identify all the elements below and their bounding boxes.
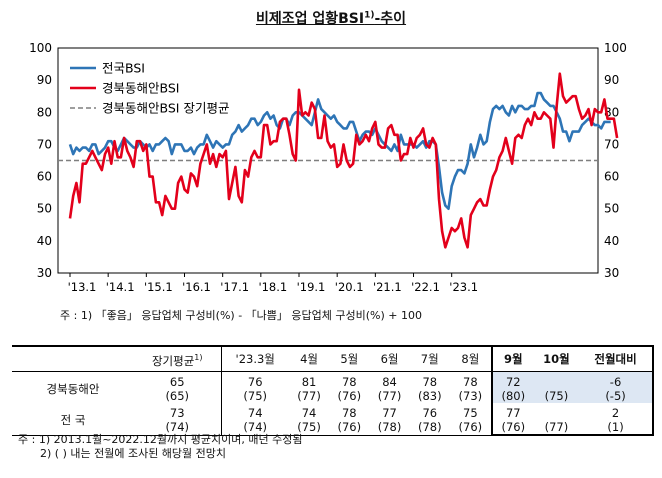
table-cell: 65 (65) bbox=[134, 371, 222, 403]
table-cell: 84 (77) bbox=[377, 375, 402, 403]
header-cell: 5월 bbox=[329, 345, 370, 372]
legend-label: 경북동해안BSI 장기평균 bbox=[102, 101, 229, 116]
x-tick-label: '15.1 bbox=[144, 280, 173, 294]
y-tick-label-right: 100 bbox=[604, 41, 627, 55]
x-tick-label: '23.1 bbox=[449, 280, 478, 294]
table-cell: 74 (74) bbox=[221, 403, 289, 436]
y-tick-label-right: 60 bbox=[604, 170, 619, 184]
y-tick-label-left: 40 bbox=[37, 234, 52, 248]
y-tick-label-left: 90 bbox=[37, 73, 52, 87]
table-cell: 2 (1) bbox=[579, 403, 654, 436]
row-label: 전 국 bbox=[12, 403, 134, 436]
table-cell: 72 (80) bbox=[490, 371, 534, 403]
x-tick-label: '14.1 bbox=[106, 280, 135, 294]
footnote: 2) ( ) 내는 전월에 조사된 해당월 전망치 bbox=[40, 447, 227, 460]
x-tick-label: '18.1 bbox=[258, 280, 287, 294]
table-row: 경북동해안 65 (65) 76 (75) 81 (77) 78 (76) 84 (77)… bbox=[12, 371, 654, 403]
y-tick-label-right: 70 bbox=[604, 137, 619, 151]
header-cell: 장기평균1) bbox=[134, 345, 222, 372]
chart-footnote: 주 : 1) 「좋음」 응답업체 구성비(%) - 「나쁨」 응답업체 구성비(… bbox=[60, 309, 422, 322]
y-tick-label-left: 100 bbox=[29, 41, 52, 55]
table-cell: 75 (76) bbox=[449, 403, 492, 436]
series-gyeongbuk-east-coast-bsi-line bbox=[68, 72, 619, 249]
y-tick-label-left: 60 bbox=[37, 170, 52, 184]
x-tick-label: '17.1 bbox=[220, 280, 249, 294]
table-cell: 77 (78) bbox=[369, 403, 410, 436]
table-cell: 78 (76) bbox=[329, 403, 370, 436]
x-tick-label: '22.1 bbox=[411, 280, 440, 294]
table-cell: -6 (-5) bbox=[579, 371, 654, 403]
bsi-table: 장기평균1) '23.3월 4월 5월 6월 7월 8월 9월 10월 전월대비… bbox=[12, 345, 654, 436]
header-cell: 전월대비 bbox=[579, 345, 654, 372]
table-cell: 78 (83) bbox=[417, 375, 442, 403]
chart-title: 비제조업 업황BSI1)-추이 bbox=[255, 10, 407, 27]
legend-label: 경북동해안BSI bbox=[102, 81, 179, 96]
table-cell: 78 (73) bbox=[458, 375, 483, 403]
table-cell: 76 (78) bbox=[409, 403, 450, 436]
table-cell: 74 (75) bbox=[288, 403, 330, 436]
header-cell: 7월 bbox=[409, 345, 450, 372]
table-cell: (75) bbox=[533, 371, 580, 403]
table-cell: 73 (74) bbox=[134, 403, 222, 436]
legend-label: 전국BSI bbox=[102, 61, 145, 76]
y-tick-label-left: 30 bbox=[37, 266, 52, 280]
row-label: 경북동해안 bbox=[46, 382, 100, 396]
y-tick-label-left: 70 bbox=[37, 137, 52, 151]
y-tick-label-right: 90 bbox=[604, 73, 619, 87]
y-tick-label-left: 50 bbox=[37, 202, 52, 216]
table-row: 전 국 73 (74) 74 (74) 74 (75) 78 (76) 77 (78) 7… bbox=[12, 403, 654, 436]
header-cell: 9월 bbox=[490, 345, 534, 372]
header-corner bbox=[12, 345, 134, 372]
x-tick-label: '20.1 bbox=[335, 280, 364, 294]
x-tick-label: '13.1 bbox=[68, 280, 97, 294]
table-header-row: 장기평균1) '23.3월 4월 5월 6월 7월 8월 9월 10월 전월대비 bbox=[12, 345, 654, 372]
header-cell: '23.3월 bbox=[221, 345, 289, 372]
x-tick-label: '16.1 bbox=[182, 280, 211, 294]
y-tick-label-right: 30 bbox=[604, 266, 619, 280]
y-tick-label-left: 80 bbox=[37, 105, 52, 119]
table-cell: 78 (76) bbox=[337, 375, 362, 403]
table-cell: (77) bbox=[533, 403, 580, 436]
footnote: 주 : 1) 2013.1월~2022.12월까지 평균치이며, 매년 수정됨 bbox=[18, 433, 303, 446]
header-cell: 8월 bbox=[449, 345, 492, 372]
table-cell: 81 (77) bbox=[297, 375, 321, 403]
y-tick-label-right: 50 bbox=[604, 202, 619, 216]
table-cell: 77 (76) bbox=[490, 403, 534, 436]
table-footnotes: 주 : 1) 2013.1월~2022.12월까지 평균치이며, 매년 수정됨 … bbox=[18, 433, 302, 461]
table-cell: 76 (75) bbox=[243, 375, 268, 403]
x-tick-label: '21.1 bbox=[373, 280, 402, 294]
y-tick-label-right: 40 bbox=[604, 234, 619, 248]
header-cell: 10월 bbox=[533, 345, 580, 372]
series-national-bsi-line bbox=[68, 91, 611, 210]
x-tick-label: '19.1 bbox=[297, 280, 326, 294]
header-cell: 6월 bbox=[369, 345, 410, 372]
header-cell: 4월 bbox=[288, 345, 330, 372]
